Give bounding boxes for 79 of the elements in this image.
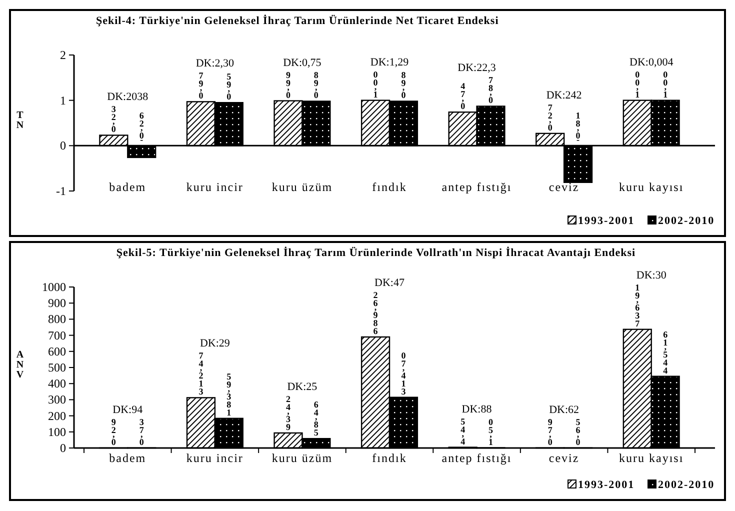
annotation: DK:88 — [462, 403, 492, 416]
annotation: DK:47 — [374, 276, 405, 289]
data-label: 314,70 — [401, 350, 406, 396]
data-label: 58,46 — [314, 400, 319, 438]
annotation: DK:22,3 — [458, 62, 496, 74]
data-label: 1,00 — [373, 69, 378, 100]
data-label: 0,97 — [198, 70, 204, 101]
annotation: DK:242 — [546, 89, 582, 102]
x-tick-label: fındık — [372, 180, 407, 194]
data-label: 93,42 — [286, 394, 291, 432]
data-label: 1,00 — [635, 69, 640, 100]
legend-label: 2002-2010 — [658, 215, 715, 227]
y-tick-label: 0 — [60, 441, 66, 455]
data-label: 0,87 — [488, 75, 494, 106]
data-label: 312,47 — [198, 350, 204, 397]
annotation: DK:0,75 — [283, 56, 322, 69]
data-label: 0,95 — [226, 72, 232, 102]
x-tick-label: kuru kayısı — [619, 451, 684, 465]
legend-label: 2002-2010 — [658, 479, 715, 491]
legend-label: 1993-2001 — [578, 215, 635, 227]
y-tick-label: 500 — [48, 360, 66, 374]
data-label: 1,50 — [488, 416, 494, 447]
chart-title: Şekil-5: Türkiye'nin Geleneksel İhraç Tarım Ürünlerinde Vollrath'ın Nispi İhracat Avantajı Endeksi — [116, 246, 636, 259]
data-label: 0,99 — [286, 70, 291, 100]
annotation: DK:25 — [287, 380, 318, 393]
y-tick-label: -1 — [56, 184, 66, 198]
x-tick-label: kuru üzüm — [272, 180, 333, 194]
y-tick-label: 300 — [48, 392, 66, 407]
x-tick-label: ceviz — [548, 180, 580, 194]
x-tick-label: badem — [109, 180, 146, 194]
annotation: DK:2038 — [107, 91, 149, 104]
data-label: 0,29 — [111, 416, 116, 447]
data-label: 0,98 — [401, 70, 406, 100]
y-tick-label: 100 — [48, 424, 66, 439]
data-label: 0,27 — [548, 102, 553, 132]
y-tick-label: 1 — [60, 93, 66, 108]
y-tick-label: 200 — [48, 408, 66, 423]
x-tick-label: antep fıstığı — [442, 180, 512, 194]
x-tick-label: fındık — [372, 451, 407, 465]
x-tick-label: kuru incir — [186, 451, 244, 465]
annotation: DK:1,29 — [370, 56, 410, 68]
data-label: 183,95 — [226, 371, 232, 418]
data-label: 0,23 — [111, 104, 116, 134]
data-label: 0,98 — [314, 70, 319, 100]
data-label: 1,00 — [663, 69, 668, 100]
text: DK:30 — [636, 269, 667, 282]
y-tick-label: 900 — [48, 296, 66, 310]
data-label: 4,45 — [460, 416, 466, 446]
x-tick-label: kuru incir — [186, 180, 244, 194]
y-tick-label: 800 — [48, 312, 66, 326]
y-tick-label: 400 — [48, 376, 66, 391]
annotation: DK:0,004 — [630, 56, 674, 68]
y-tick-label: 0 — [60, 138, 66, 153]
y-axis-title: TN — [16, 110, 24, 131]
data-label: -0,26 — [139, 110, 144, 145]
data-label: 0,65 — [576, 416, 581, 447]
x-tick-label: antep fıstığı — [442, 451, 512, 465]
data-label: -0,81 — [576, 110, 581, 145]
y-tick-label: 700 — [48, 328, 66, 342]
x-tick-label: ceviz — [548, 451, 580, 465]
y-axis-title: ANV — [16, 350, 24, 380]
data-label: 0,79 — [548, 416, 553, 447]
data-label: 0,74 — [460, 81, 466, 112]
chart-title: Şekil-4: Türkiye'nin Geleneksel İhraç Tarım Ürünlerinde Net Ticaret Endeksi — [96, 14, 499, 27]
data-label: 445,16 — [663, 329, 668, 376]
x-tick-label: kuru üzüm — [272, 451, 333, 465]
annotation: DK:62 — [549, 404, 580, 416]
data-label: 736,91 — [635, 282, 640, 328]
y-tick-label: 600 — [48, 344, 66, 358]
annotation: DK:2,30 — [196, 58, 235, 70]
data-label: 689,62 — [373, 290, 378, 336]
y-tick-label: 2 — [60, 48, 66, 62]
legend-label: 1993-2001 — [578, 479, 635, 491]
x-tick-label: badem — [109, 451, 146, 465]
y-tick-label: 1000 — [42, 280, 66, 294]
annotation: DK:29 — [200, 338, 230, 350]
annotation: DK:94 — [112, 404, 144, 416]
data-label: 0,73 — [139, 416, 144, 447]
x-tick-label: kuru kayısı — [619, 180, 684, 194]
